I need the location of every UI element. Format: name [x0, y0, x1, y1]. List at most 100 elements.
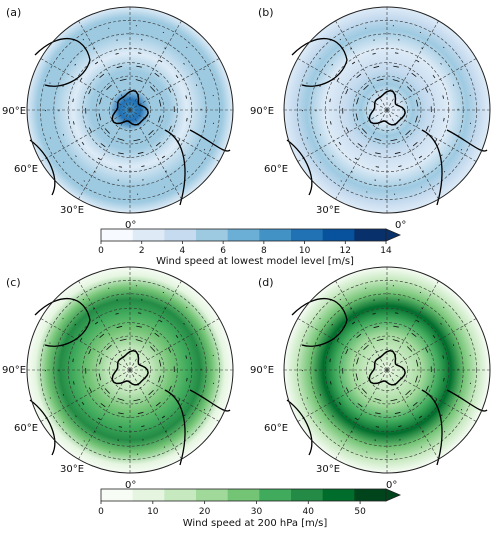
wind-vector: [62, 317, 64, 320]
wind-vector: [81, 141, 85, 146]
wind-vector: [374, 138, 382, 141]
colorbar-title-blue: Wind speed at lowest model level [m/s]: [156, 256, 354, 267]
wind-vector: [398, 425, 402, 427]
lon-label-30e-b: 30°E: [316, 205, 340, 216]
panel-c: (c) 90°E 60°E 30°E: [2, 266, 234, 475]
wind-vector: [425, 385, 429, 392]
wind-vector: [319, 345, 321, 348]
wind-vector: [148, 130, 154, 136]
disc-border: [283, 266, 491, 474]
meridian-line: [297, 109, 388, 162]
wind-vector: [350, 308, 352, 310]
colorbar-tick-label: 0: [98, 507, 104, 517]
wind-vector: [93, 308, 95, 310]
colorbar-tick-label: 8: [261, 246, 267, 256]
lon-label-60e-a: 60°E: [14, 164, 38, 175]
wind-vector: [135, 339, 143, 342]
wind-vector: [74, 323, 76, 326]
colorbar-tick-label: 10: [147, 507, 159, 517]
wind-vector: [116, 65, 123, 69]
colorbar-tick-label: 10: [299, 246, 311, 256]
wind-vector: [167, 347, 172, 353]
wind-vector: [361, 388, 367, 394]
meridian-line: [78, 369, 131, 460]
colorbar-extend-arrow: [385, 228, 402, 242]
meridian-line: [129, 369, 182, 460]
wind-vector: [159, 359, 162, 367]
wind-vector: [320, 421, 322, 423]
lon-label-30e-a: 30°E: [60, 205, 84, 216]
wind-vector: [442, 355, 444, 359]
wind-vector: [88, 348, 92, 355]
wind-vector: [351, 431, 353, 433]
wind-vector: [116, 325, 123, 329]
wind-vector: [376, 78, 384, 81]
wind-vector: [99, 333, 105, 339]
wind-vector: [441, 414, 443, 417]
wind-vector: [88, 127, 93, 133]
wind-vector: [118, 152, 124, 155]
wind-vector: [412, 141, 418, 147]
wind-vector: [407, 86, 413, 92]
wind-vector: [319, 134, 322, 136]
wind-vector: [167, 87, 172, 93]
africa-coastline: [34, 38, 91, 87]
wind-vector: [203, 149, 206, 151]
wind-vector: [203, 409, 206, 411]
wind-vector: [345, 127, 350, 133]
wind-vector: [443, 171, 446, 173]
wind-vector: [392, 79, 400, 82]
wind-vector: [184, 154, 186, 157]
wind-vector: [196, 392, 198, 395]
australia-coastline: [29, 399, 56, 456]
meridian-line: [335, 280, 388, 371]
wind-vector: [93, 48, 95, 50]
zero-degree-label-bottom: 0°: [125, 480, 136, 491]
disc-border: [26, 266, 234, 474]
colorbar-segment: [354, 229, 387, 241]
wind-vector: [354, 417, 359, 421]
australia-coastline: [286, 139, 313, 196]
south-america-coastline: [421, 389, 488, 466]
wind-vector: [119, 338, 127, 341]
wind-vector: [332, 155, 334, 157]
antarctica-coastline: [111, 349, 149, 386]
colorbar-green: 0 10 20 30 40 50 0° 0° Wind speed at 200 hPa …: [98, 480, 402, 529]
wind-vector: [329, 98, 331, 103]
wind-vector: [118, 166, 123, 168]
wind-vector: [340, 180, 342, 182]
colorbar-tick-label: 40: [303, 507, 315, 517]
wind-vector: [350, 48, 352, 50]
latitude-circle: [40, 280, 220, 460]
wind-vector: [136, 325, 142, 328]
wind-vector: [74, 63, 76, 66]
wind-vector: [415, 319, 420, 323]
wind-vector: [453, 392, 455, 395]
wind-vector: [186, 117, 188, 122]
lon-label-90e-c: 90°E: [2, 365, 26, 376]
wind-vector: [331, 63, 333, 66]
colorbar-segment: [132, 229, 165, 241]
wind-vector: [99, 73, 105, 79]
wind-vector: [62, 394, 65, 396]
wind-vector: [424, 87, 429, 93]
meridian-line: [40, 109, 131, 162]
colorbar-segment: [101, 489, 134, 501]
meridian-line: [335, 369, 388, 460]
lon-label-60e-c: 60°E: [14, 423, 38, 434]
panel-a: (a) 90°E 60°E 30°E: [2, 6, 234, 216]
wind-vector: [356, 97, 359, 105]
meridian-line: [40, 369, 131, 422]
wind-vector: [185, 355, 187, 359]
wind-vector: [150, 346, 156, 352]
wind-vector: [351, 61, 356, 65]
meridian-line: [297, 58, 388, 111]
wind-vector: [440, 63, 442, 65]
latitude-circle: [297, 20, 477, 200]
wind-vector: [330, 121, 332, 125]
wind-vector: [425, 125, 429, 132]
wind-vector: [331, 323, 333, 326]
meridian-line: [129, 109, 182, 200]
wind-vector: [186, 46, 188, 49]
wind-vector: [421, 307, 423, 309]
